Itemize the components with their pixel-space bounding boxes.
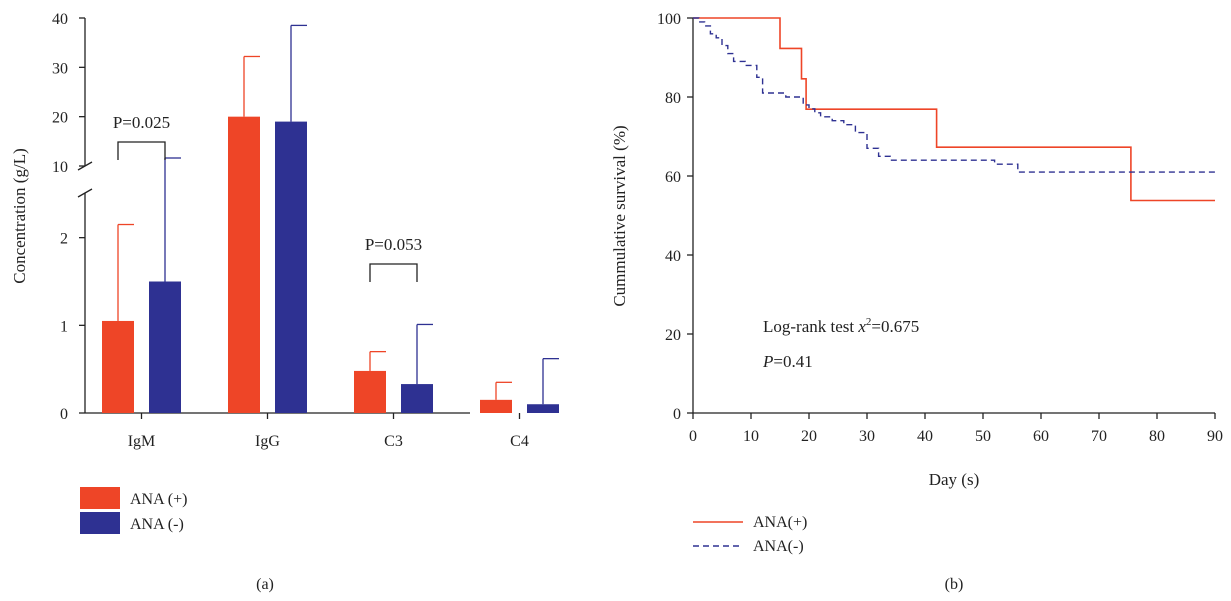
log-rank-variable: x <box>857 317 866 336</box>
y-tick-label: 60 <box>665 169 681 186</box>
legend: ANA(+) ANA(-) <box>693 514 807 555</box>
y-tick-label: 2 <box>60 231 68 248</box>
x-tick-label: 20 <box>801 428 817 445</box>
significance-bracket <box>117 141 166 160</box>
p-value: =0.41 <box>773 352 812 371</box>
x-tick-label: 60 <box>1033 428 1049 445</box>
legend-label-positive: ANA (+) <box>130 491 187 508</box>
legend-label-negative: ANA (-) <box>130 516 184 533</box>
y-tick-label: 100 <box>657 11 681 28</box>
p-variable: P <box>762 352 773 371</box>
x-tick-group: 0 10 20 30 40 50 60 70 80 90 <box>689 413 1223 445</box>
y-tick-label: 0 <box>673 406 681 423</box>
bar-chart-panel: 0 1 2 10 20 30 40 IgM IgG C3 C4 P=0.025 P=0.053 Co… <box>10 11 559 593</box>
survival-curves <box>693 17 1215 202</box>
annotation-group: P=0.025 P=0.053 <box>113 113 422 282</box>
y-tick-label: 10 <box>52 159 68 176</box>
p-value-label: P=0.025 <box>113 113 170 132</box>
legend-label-negative: ANA(-) <box>753 538 804 555</box>
y-axis-break-mark <box>77 188 93 198</box>
x-tick-group: IgM IgG C3 C4 <box>128 413 529 450</box>
survival-curve-positive <box>693 17 1215 202</box>
bar <box>228 116 260 414</box>
y-tick-label: 40 <box>52 11 68 28</box>
log-rank-annotation: Log-rank test x2=0.675 <box>763 316 919 336</box>
significance-bracket <box>369 263 418 282</box>
x-tick-label: 80 <box>1149 428 1165 445</box>
log-rank-prefix: Log-rank test <box>763 317 858 336</box>
x-tick-label: 0 <box>689 428 697 445</box>
legend-swatch-positive <box>80 487 120 509</box>
x-tick-label: 90 <box>1207 428 1223 445</box>
legend-label-positive: ANA(+) <box>753 514 807 531</box>
legend: ANA (+) ANA (-) <box>80 487 187 534</box>
bar <box>149 281 181 413</box>
bar <box>275 121 307 413</box>
bar <box>480 399 512 413</box>
y-tick-label: 40 <box>665 248 681 265</box>
y-tick-group: 0 20 40 60 80 100 <box>657 11 693 423</box>
panel-label-b: (b) <box>945 576 964 593</box>
x-tick-label: IgM <box>128 433 156 450</box>
survival-chart-panel: 0 20 40 60 80 100 0 10 20 30 40 50 60 70 80 90 Cummula… <box>610 11 1223 593</box>
bar <box>102 320 134 413</box>
p-value-annotation: P=0.41 <box>762 352 813 371</box>
x-tick-label: C3 <box>384 433 403 450</box>
x-tick-label: 40 <box>917 428 933 445</box>
bar <box>354 370 386 413</box>
y-axis-title: Concentration (g/L) <box>10 148 29 284</box>
log-rank-superscript: 2 <box>866 316 872 328</box>
panel-label-a: (a) <box>256 576 274 593</box>
legend-swatch-negative <box>80 512 120 534</box>
x-axis-title: Day (s) <box>929 470 980 489</box>
y-tick-label: 20 <box>52 110 68 127</box>
y-tick-label: 30 <box>52 60 68 77</box>
y-tick-label: 20 <box>665 327 681 344</box>
x-tick-label: 10 <box>743 428 759 445</box>
bar <box>527 404 559 413</box>
x-tick-label: 50 <box>975 428 991 445</box>
bar-group <box>102 24 559 414</box>
y-tick-group: 0 1 2 10 20 30 40 <box>52 11 85 423</box>
y-tick-label: 1 <box>60 318 68 335</box>
bar <box>401 384 433 413</box>
x-tick-label: C4 <box>510 433 529 450</box>
x-tick-label: 70 <box>1091 428 1107 445</box>
y-tick-label: 0 <box>60 406 68 423</box>
x-tick-label: 30 <box>859 428 875 445</box>
p-value-label: P=0.053 <box>365 235 422 254</box>
x-tick-label: IgG <box>255 433 280 450</box>
log-rank-value: =0.675 <box>871 317 919 336</box>
y-axis-title: Cummulative survival (%) <box>610 125 629 306</box>
survival-curve-negative <box>693 17 1215 173</box>
y-tick-label: 80 <box>665 90 681 107</box>
